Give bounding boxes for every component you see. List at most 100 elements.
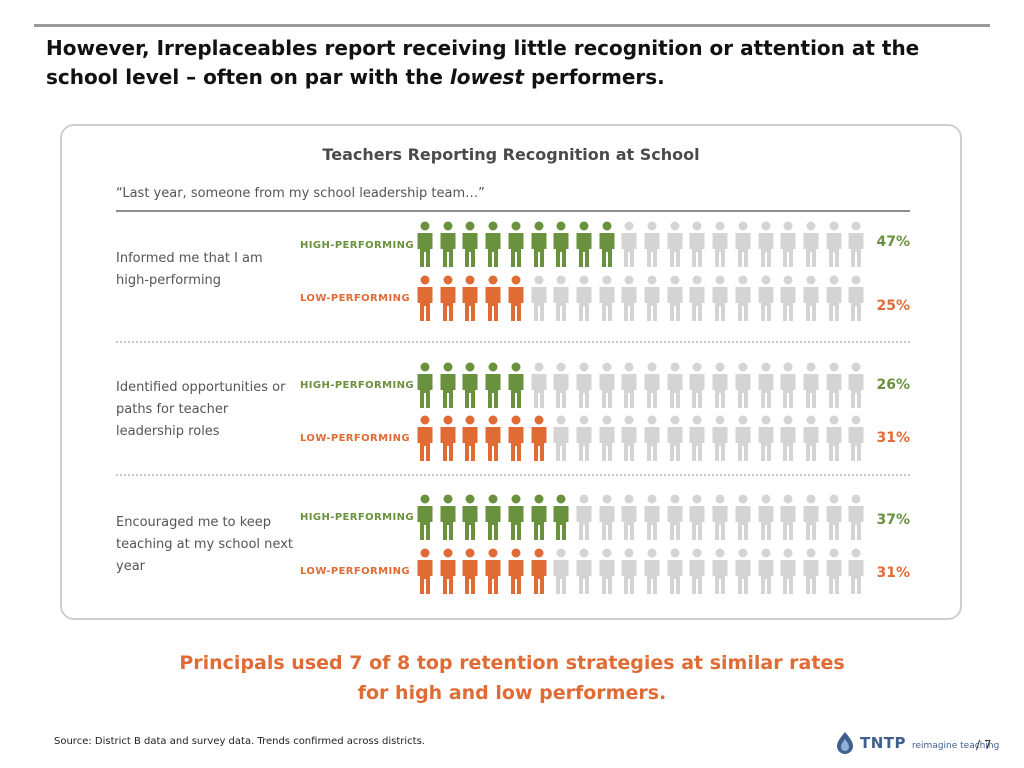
percent-label: 31% bbox=[876, 430, 910, 446]
person-icon bbox=[552, 548, 570, 594]
group-separator bbox=[116, 474, 910, 476]
person-icon bbox=[757, 494, 775, 540]
series-label-high-2: HIGH-PERFORMING bbox=[300, 380, 414, 391]
person-icon bbox=[507, 362, 525, 408]
person-icon bbox=[757, 415, 775, 461]
person-icon bbox=[461, 548, 479, 594]
person-icon bbox=[507, 221, 525, 267]
person-icon bbox=[666, 275, 684, 321]
person-icon bbox=[598, 494, 616, 540]
person-icon bbox=[643, 548, 661, 594]
person-icon bbox=[461, 221, 479, 267]
key-takeaway: Principals used 7 of 8 top retention str… bbox=[60, 648, 964, 708]
series-label-low-1: LOW-PERFORMING bbox=[300, 293, 410, 304]
person-icon bbox=[802, 362, 820, 408]
chart-subtitle: “Last year, someone from my school leade… bbox=[116, 186, 485, 201]
person-icon bbox=[643, 362, 661, 408]
pictogram-row bbox=[416, 415, 870, 463]
person-icon bbox=[847, 415, 865, 461]
person-icon bbox=[507, 415, 525, 461]
person-icon bbox=[461, 275, 479, 321]
person-icon bbox=[507, 548, 525, 594]
person-icon bbox=[688, 221, 706, 267]
person-icon bbox=[530, 415, 548, 461]
person-icon bbox=[825, 415, 843, 461]
person-icon bbox=[484, 494, 502, 540]
page-number-value: 7 bbox=[983, 738, 992, 752]
person-icon bbox=[620, 362, 638, 408]
person-icon bbox=[507, 275, 525, 321]
pictogram-row bbox=[416, 221, 870, 269]
person-icon bbox=[711, 548, 729, 594]
person-icon bbox=[598, 415, 616, 461]
person-icon bbox=[711, 494, 729, 540]
person-icon bbox=[711, 221, 729, 267]
person-icon bbox=[575, 221, 593, 267]
person-icon bbox=[484, 221, 502, 267]
page-prefix: / bbox=[976, 738, 984, 752]
person-icon bbox=[825, 494, 843, 540]
percent-label: 26% bbox=[876, 377, 910, 393]
person-icon bbox=[507, 494, 525, 540]
person-icon bbox=[575, 362, 593, 408]
person-icon bbox=[688, 275, 706, 321]
person-icon bbox=[461, 494, 479, 540]
person-icon bbox=[734, 275, 752, 321]
person-icon bbox=[416, 548, 434, 594]
percent-label: 47% bbox=[876, 234, 910, 250]
logo-wordmark: TNTP bbox=[860, 734, 907, 752]
person-icon bbox=[757, 362, 775, 408]
person-icon bbox=[598, 362, 616, 408]
pictogram-row bbox=[416, 548, 870, 596]
person-icon bbox=[825, 221, 843, 267]
person-icon bbox=[552, 415, 570, 461]
person-icon bbox=[734, 548, 752, 594]
person-icon bbox=[575, 548, 593, 594]
person-icon bbox=[643, 221, 661, 267]
person-icon bbox=[552, 494, 570, 540]
person-icon bbox=[825, 275, 843, 321]
person-icon bbox=[416, 415, 434, 461]
person-icon bbox=[643, 494, 661, 540]
person-icon bbox=[439, 494, 457, 540]
person-icon bbox=[734, 221, 752, 267]
logo-tagline: reimagine teaching bbox=[912, 741, 1000, 751]
percent-label: 31% bbox=[876, 565, 910, 581]
person-icon bbox=[484, 548, 502, 594]
person-icon bbox=[439, 221, 457, 267]
person-icon bbox=[847, 548, 865, 594]
person-icon bbox=[575, 415, 593, 461]
person-icon bbox=[620, 415, 638, 461]
question-label-2: Identified opportunities or paths for te… bbox=[116, 380, 286, 439]
person-icon bbox=[779, 415, 797, 461]
pictogram-row bbox=[416, 494, 870, 542]
person-icon bbox=[439, 548, 457, 594]
person-icon bbox=[779, 362, 797, 408]
chart-title: Teachers Reporting Recognition at School bbox=[322, 145, 700, 164]
pictogram-row bbox=[416, 362, 870, 410]
person-icon bbox=[620, 548, 638, 594]
person-icon bbox=[825, 362, 843, 408]
series-label-high-3: HIGH-PERFORMING bbox=[300, 512, 414, 523]
person-icon bbox=[598, 548, 616, 594]
series-label-high-1: HIGH-PERFORMING bbox=[300, 240, 414, 251]
person-icon bbox=[484, 415, 502, 461]
person-icon bbox=[575, 275, 593, 321]
person-icon bbox=[688, 494, 706, 540]
title-text-end: performers. bbox=[523, 65, 665, 89]
person-icon bbox=[620, 221, 638, 267]
person-icon bbox=[530, 221, 548, 267]
person-icon bbox=[416, 362, 434, 408]
person-icon bbox=[711, 275, 729, 321]
person-icon bbox=[757, 275, 775, 321]
person-icon bbox=[439, 415, 457, 461]
person-icon bbox=[643, 415, 661, 461]
takeaway-line-2: for high and low performers. bbox=[357, 682, 667, 704]
tntp-logo: TNTP reimagine teaching bbox=[834, 730, 999, 756]
person-icon bbox=[666, 221, 684, 267]
percent-label: 25% bbox=[876, 298, 910, 314]
person-icon bbox=[530, 548, 548, 594]
question-label-3: Encouraged me to keep teaching at my sch… bbox=[116, 515, 293, 574]
person-icon bbox=[802, 415, 820, 461]
person-icon bbox=[552, 221, 570, 267]
